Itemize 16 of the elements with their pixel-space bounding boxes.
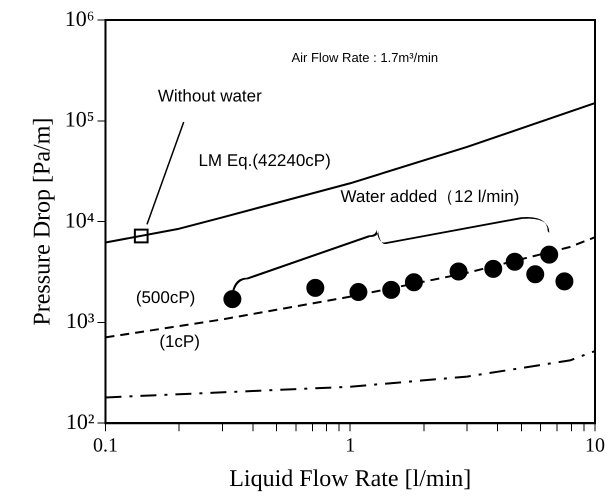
y-tick-label: 10⁴ xyxy=(64,207,95,232)
annotation: LM Eq.(42240cP) xyxy=(198,150,331,170)
y-tick-label: 10⁶ xyxy=(64,6,94,31)
annotation: Water added（12 l/min) xyxy=(340,187,520,206)
x-tick-label: 0.1 xyxy=(92,434,118,456)
y-tick-label: 10³ xyxy=(66,308,95,334)
x-tick-label: 10 xyxy=(585,434,605,456)
annotation: (1cP) xyxy=(159,332,200,352)
y-tick-label: 10² xyxy=(66,408,95,434)
x-tick-label: 1 xyxy=(345,434,356,456)
annotation: (500cP) xyxy=(136,288,196,307)
annotation: Without water xyxy=(158,86,262,106)
y-tick-label: 10⁵ xyxy=(64,106,94,132)
annotation: Air Flow Rate : 1.7m³/min xyxy=(291,50,438,65)
y-axis-title: Pressure Drop [Pa/m] xyxy=(30,118,56,326)
x-axis-title: Liquid Flow Rate [l/min] xyxy=(229,466,472,492)
